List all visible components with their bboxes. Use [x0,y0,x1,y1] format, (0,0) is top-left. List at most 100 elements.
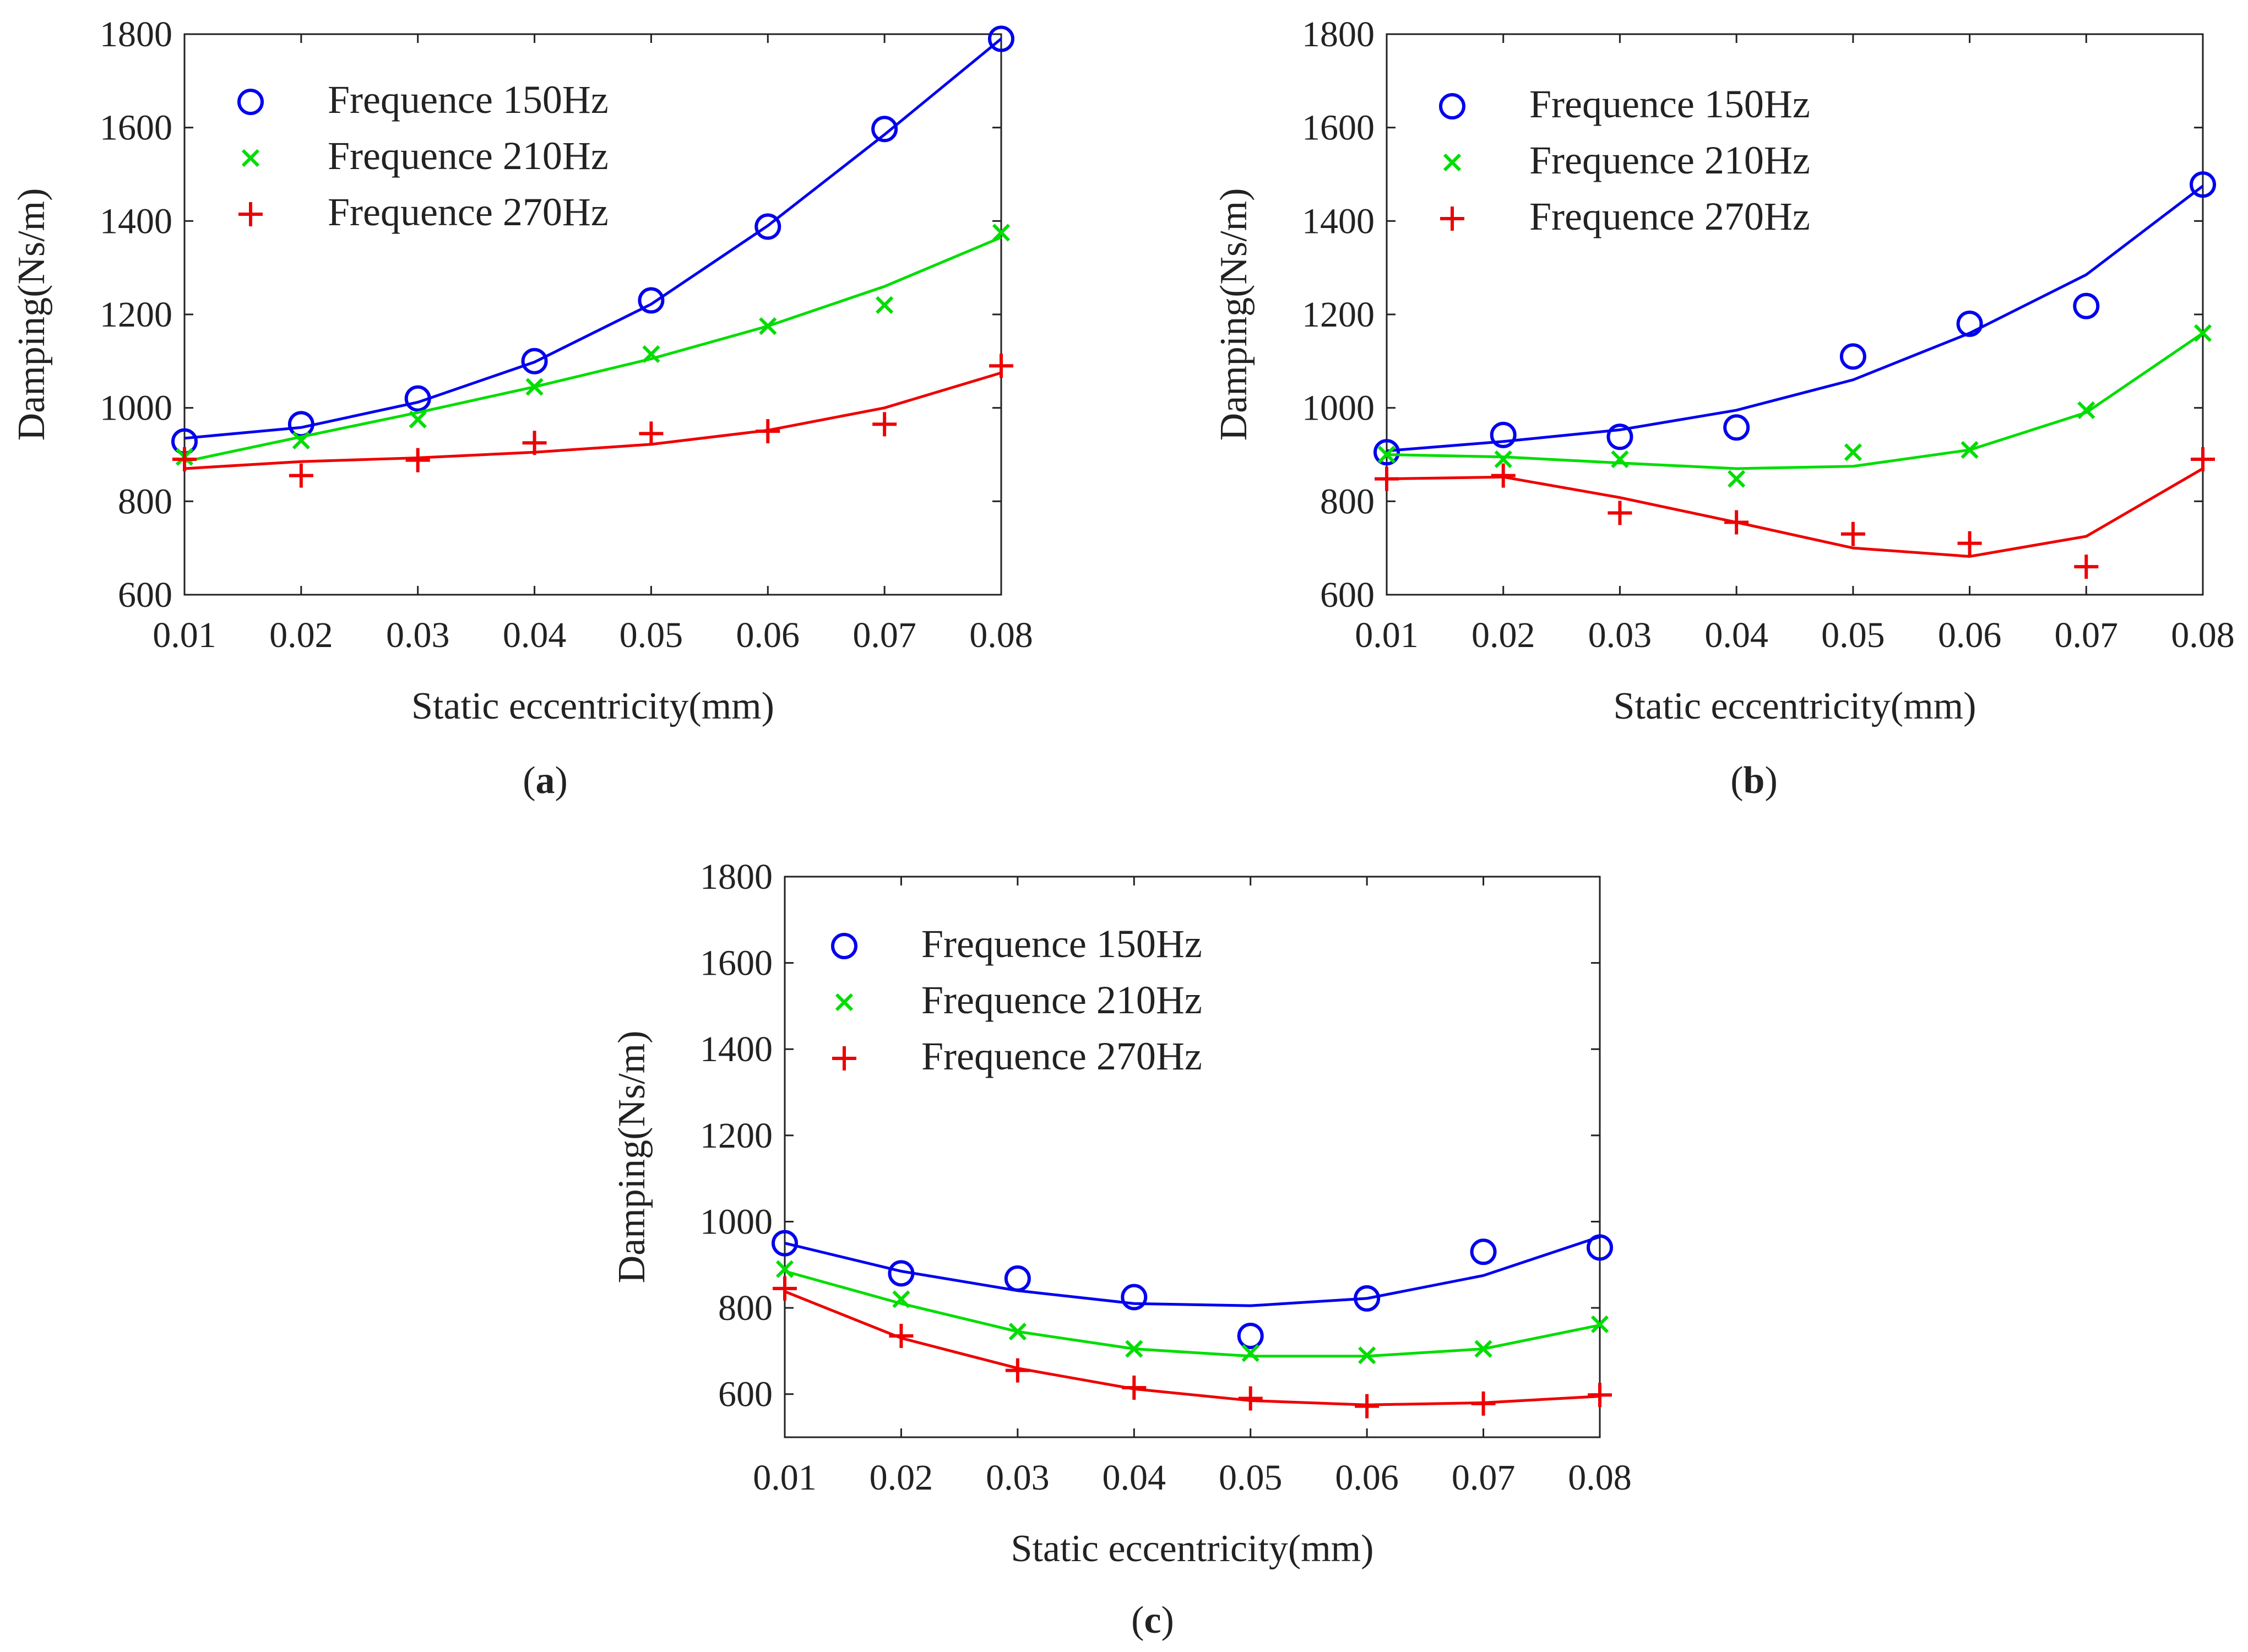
panel-b-series-0-point [1490,421,1517,448]
panel-a-y-tick-label: 1400 [100,201,172,241]
panel-b-y-tick-label: 800 [1320,481,1375,521]
panel-b-series-2-point [1957,531,1982,556]
panel-c-legend-marker [835,993,854,1012]
panel-b-legend-marker [1440,206,1464,231]
panel-c-series-1-point [892,1290,910,1308]
panel-a-x-axis-title: Static eccentricity(mm) [411,685,774,727]
panel-c-series-2-point [1238,1386,1263,1411]
panel-b-series-0-point [1606,423,1633,450]
panel-a-y-tick-label: 1000 [100,388,172,428]
panel-c-series-1-point [1241,1344,1259,1362]
panel-a-legend: Frequence 150Hz Frequence 210Hz Frequence … [237,78,609,234]
panel-a-series-0-point [871,116,898,143]
panel-b-x-tick-label: 0.04 [1704,615,1768,655]
panel-b-series-0-point [1839,343,1866,370]
panel-b-x-tick-label: 0.05 [1821,615,1885,655]
panel-a-y-tick-label: 1600 [100,108,172,148]
panel-b-series-0-fit-line [1386,184,2204,453]
panel-c-series-1-point [1590,1315,1609,1333]
panel-b-legend-label: Frequence 150Hz [1529,82,1810,126]
panel-c-series-0 [772,1230,1613,1349]
panel-b-y-axis-title: Damping(Ns/m) [1213,188,1255,441]
panel-b-legend-label: Frequence 270Hz [1529,194,1810,238]
panel-c-y-axis-title: Damping(Ns/m) [611,1031,653,1284]
panel-c-series-0-point [1470,1238,1497,1265]
panel-b-series-1-fit-line [1386,332,2204,470]
panel-c-series-1-point [775,1260,794,1278]
panel-c-x-tick-label: 0.05 [1219,1458,1283,1498]
panel-a-y-tick-label: 1200 [100,295,172,335]
panel-c-x-tick-label: 0.03 [986,1458,1050,1498]
panel-b-series-0-point [1373,439,1400,466]
panel-a-series-2-point [872,412,897,437]
panel-b-series-2-point [1491,463,1516,488]
panel-c-series-0-fit-line [784,1235,1600,1307]
panel-a-series-1-point [992,224,1011,242]
panel-c-series-2-point [1122,1375,1147,1400]
panel-c-legend-marker [831,933,857,959]
panel-c-legend: Frequence 150Hz Frequence 210Hz Frequence … [831,922,1202,1078]
panel-a-series-1-fit-line [184,236,1002,463]
panel-b-series-1-point [2077,401,2095,420]
panel-c-x-tick-label: 0.07 [1452,1458,1516,1498]
panel-b-legend-marker [1443,153,1462,172]
panel-c-series-0-point [888,1260,915,1287]
panel-b-series-2-point [1840,521,1865,546]
panel-b-series-2-point [1375,466,1399,491]
panel-c-series-1-fit-line [784,1270,1600,1358]
panel-c-series-2-point [1355,1394,1380,1419]
panel-b-label-letter: b [1744,759,1765,802]
panel-c-legend-marker [832,1046,856,1070]
panel-a-series-2-point [989,354,1013,378]
panel-c-series-0-point [1354,1285,1381,1312]
panel-a-series-2-point [172,447,197,471]
panel-c-series-2-point [1005,1358,1030,1383]
panel-c-series-1-point [1474,1340,1492,1358]
panel-b-x-tick-label: 0.03 [1588,615,1652,655]
panel-a-series-2-point [522,431,547,455]
panel-b-series-1-point [1611,450,1629,469]
panel-b-chart: 600 800 1000 1200 1400 1600 1800 0.01 0.02 0.03 0.… [1213,14,2235,802]
panel-c-series-2-point [1471,1391,1496,1416]
panel-b-y-tick-label: 1400 [1302,201,1375,241]
panel-c-series-1-point [1125,1340,1143,1358]
panel-b-series-0-point [1956,310,1983,337]
panel-a-series-1-point [525,378,544,396]
panel-a-y-tick-label: 600 [118,575,172,615]
panel-c-series-2-point [889,1323,914,1348]
panel-a-legend-label: Frequence 150Hz [328,78,609,122]
panel-b-series-1-point [1494,450,1512,469]
panel-a-series-0-point [287,411,314,438]
panel-b-series-1-point [1844,443,1862,461]
panel-c-series-1 [775,1260,1609,1365]
panel-a-y-tick-label: 800 [118,481,172,521]
panel-b-series-2 [1375,447,2215,579]
panel-a-series-0-point [404,385,431,412]
panel-b-series-2-fit-line [1386,467,2204,558]
panel-b-series-0 [1373,171,2216,466]
panel-a-series-2-fit-line [184,371,1002,470]
panel-b-series-0-point [2190,171,2216,198]
panel-b-x-tick-label: 0.02 [1471,615,1535,655]
panel-c-label: (c) [1131,1599,1174,1642]
panel-c-y-tick-label: 1600 [700,943,773,983]
panel-c-series-0-point [1121,1284,1148,1311]
panel-c-legend-label: Frequence 150Hz [921,922,1202,966]
panel-b-legend-label: Frequence 210Hz [1529,138,1810,182]
panel-b-series-2-point [2074,555,2099,579]
panel-b-series-0-point [1723,414,1750,441]
panel-b-y-tick-label: 600 [1320,575,1375,615]
panel-c-chart: 600 800 1000 1200 1400 1600 1800 0.01 0.02 0.03 0.… [611,857,1632,1642]
panel-b-y-tick-label: 1800 [1302,14,1375,55]
panel-c-y-tick-label: 1400 [700,1029,773,1069]
panel-b-series-2-point [1608,501,1632,525]
panel-b-x-tick-label: 0.01 [1355,615,1419,655]
panel-c-y-tick-label: 800 [718,1288,773,1328]
panel-a-series-2-point [639,421,664,446]
panel-b-series-1-point [1377,445,1396,464]
panel-c-series-2-point [1588,1383,1612,1408]
panel-c-series-0-point [1237,1322,1264,1349]
panel-a-x-tick-label: 0.05 [620,615,683,655]
panel-c-series-0-point [1587,1234,1613,1261]
